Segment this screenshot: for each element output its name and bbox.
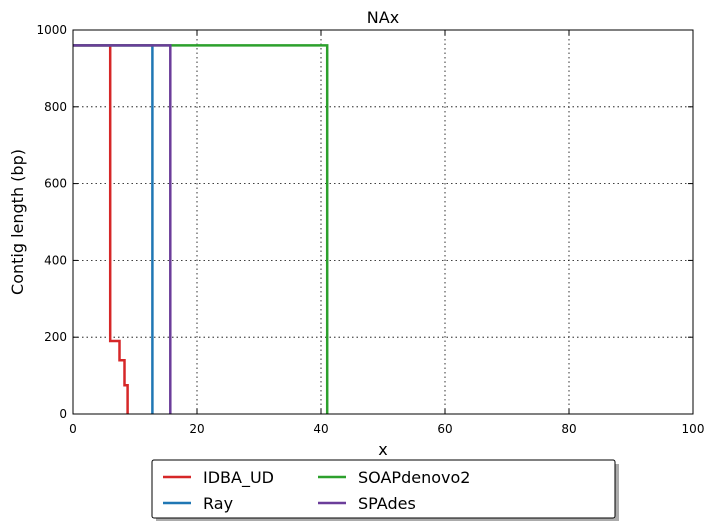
series-line-spades bbox=[73, 44, 172, 414]
x-tick-label: 40 bbox=[313, 422, 328, 436]
y-tick-label: 800 bbox=[44, 100, 67, 114]
y-axis-title: Contig length (bp) bbox=[8, 149, 27, 295]
series-line-ray bbox=[73, 44, 154, 414]
y-tick-label: 400 bbox=[44, 253, 67, 267]
legend-item-spades: SPAdes bbox=[318, 494, 416, 513]
y-tick-label: 0 bbox=[59, 407, 67, 421]
legend-item-idba-ud: IDBA_UD bbox=[163, 468, 274, 488]
legend-item-soapdenovo2: SOAPdenovo2 bbox=[318, 468, 470, 487]
legend-item-ray: Ray bbox=[163, 494, 233, 513]
legend: IDBA_UD Ray SOAPdenovo2 SPAdes bbox=[151, 459, 619, 521]
y-tick-labels: 0 200 400 600 800 1000 bbox=[36, 23, 67, 421]
legend-label: SOAPdenovo2 bbox=[358, 468, 470, 487]
y-tick-label: 600 bbox=[44, 177, 67, 191]
series-line-idba-ud bbox=[73, 44, 129, 414]
x-tick-label: 60 bbox=[437, 422, 452, 436]
chart-title: NAx bbox=[367, 8, 399, 27]
legend-label: IDBA_UD bbox=[203, 468, 274, 488]
legend-label: Ray bbox=[203, 494, 233, 513]
x-tick-label: 20 bbox=[189, 422, 204, 436]
x-tick-label: 0 bbox=[69, 422, 77, 436]
x-tick-label: 80 bbox=[561, 422, 576, 436]
y-tick-label: 1000 bbox=[36, 23, 67, 37]
series-lines bbox=[73, 44, 329, 414]
legend-label: SPAdes bbox=[358, 494, 416, 513]
plot-frame bbox=[72, 29, 694, 415]
y-tick-label: 200 bbox=[44, 330, 67, 344]
x-tick-labels: 0 20 40 60 80 100 bbox=[69, 422, 704, 436]
axis-ticks bbox=[72, 29, 694, 415]
legend-box bbox=[151, 459, 616, 519]
x-tick-label: 100 bbox=[682, 422, 705, 436]
x-axis-title: x bbox=[378, 440, 387, 459]
grid-lines bbox=[72, 29, 694, 415]
